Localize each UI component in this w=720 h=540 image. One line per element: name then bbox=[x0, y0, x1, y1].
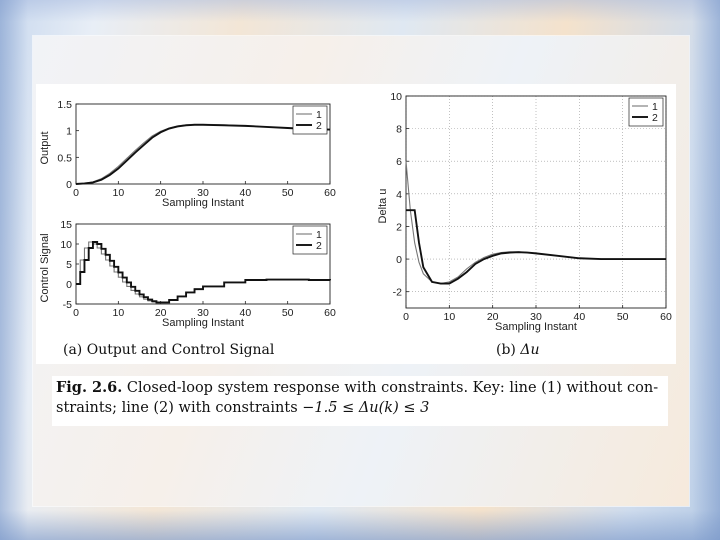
series-line-1 bbox=[75, 123, 331, 185]
y-tick-label: 2 bbox=[396, 221, 402, 233]
y-tick-label: 15 bbox=[60, 219, 72, 231]
y-tick-label: 6 bbox=[396, 156, 402, 168]
x-tick-label: 60 bbox=[324, 307, 336, 319]
subfigure-label-a: (a) Output and Control Signal bbox=[63, 342, 275, 358]
output-chart: 0 10 20 30 40 50 60 0 0.5 1 1.5 Sampling Instant Out… bbox=[39, 99, 336, 209]
caption-math: −1.5 ≤ Δu(k) ≤ 3 bbox=[302, 400, 430, 416]
x-tick-label: 60 bbox=[324, 187, 336, 199]
x-tick-label: 10 bbox=[112, 187, 124, 199]
y-tick-label: 5 bbox=[66, 259, 72, 271]
x-tick-label: 10 bbox=[443, 311, 455, 323]
y-tick-label: -2 bbox=[393, 287, 402, 299]
x-tick-label: 30 bbox=[197, 307, 209, 319]
caption-line-1: Closed-loop system response with constra… bbox=[122, 380, 659, 396]
x-tick-label: 40 bbox=[573, 311, 585, 323]
x-tick-label: 30 bbox=[197, 187, 209, 199]
x-tick-label: 0 bbox=[73, 307, 79, 319]
x-tick-label: 30 bbox=[530, 311, 542, 323]
x-tick-label: 50 bbox=[617, 311, 629, 323]
legend-label-1: 1 bbox=[316, 229, 322, 241]
y-tick-label: 0.5 bbox=[57, 152, 72, 164]
x-axis-label: Sampling Instant bbox=[162, 197, 244, 209]
legend-label-2: 2 bbox=[316, 240, 322, 252]
x-tick-label: 60 bbox=[660, 311, 672, 323]
subfigure-label-b: (b) Δu bbox=[496, 342, 539, 358]
x-tick-label: 40 bbox=[239, 307, 251, 319]
x-tick-label: 20 bbox=[155, 307, 167, 319]
y-axis-label: Output bbox=[39, 131, 51, 164]
x-tick-label: 20 bbox=[487, 311, 499, 323]
x-tick-label: 0 bbox=[403, 311, 409, 323]
y-tick-label: 4 bbox=[396, 189, 402, 201]
legend-box bbox=[292, 105, 328, 135]
x-axis-label: Sampling Instant bbox=[162, 317, 244, 329]
y-tick-label: 1 bbox=[66, 126, 72, 138]
x-tick-label: 50 bbox=[282, 307, 294, 319]
caption-line-2: straints; line (2) with constraints bbox=[56, 400, 303, 416]
y-tick-label: -5 bbox=[63, 299, 72, 311]
figure-caption: Fig. 2.6. Closed-loop system response wi… bbox=[52, 376, 668, 426]
x-tick-label: 50 bbox=[282, 187, 294, 199]
legend-label-1: 1 bbox=[316, 109, 322, 121]
legend-label-2: 2 bbox=[316, 120, 322, 132]
series-line-2 bbox=[406, 209, 666, 285]
y-tick-label: 8 bbox=[396, 124, 402, 136]
x-tick-label: 0 bbox=[73, 187, 79, 199]
legend-label-2: 2 bbox=[652, 112, 658, 124]
x-axis-label: Sampling Instant bbox=[495, 321, 577, 333]
series-line-1 bbox=[76, 241, 331, 303]
x-tick-label: 10 bbox=[112, 307, 124, 319]
y-tick-label: 10 bbox=[390, 91, 402, 103]
y-tick-label: 10 bbox=[60, 239, 72, 251]
x-tick-label: 40 bbox=[239, 187, 251, 199]
caption-label: Fig. 2.6. bbox=[56, 379, 123, 396]
series-line-2 bbox=[75, 123, 331, 185]
y-axis-label: Control Signal bbox=[39, 233, 51, 302]
legend-box bbox=[292, 225, 328, 255]
y-axis-label: Delta u bbox=[377, 189, 389, 224]
y-tick-label: 0 bbox=[66, 179, 72, 191]
legend-box bbox=[628, 97, 664, 127]
x-tick-label: 20 bbox=[155, 187, 167, 199]
y-tick-label: 0 bbox=[396, 254, 402, 266]
legend-label-1: 1 bbox=[652, 101, 658, 113]
y-tick-label: 1.5 bbox=[57, 99, 72, 111]
figure-image: 0 10 20 30 40 50 60 0 0.5 1 1.5 Sampling Instant Out… bbox=[36, 84, 676, 364]
series-line-2 bbox=[76, 241, 331, 304]
y-tick-label: 0 bbox=[66, 279, 72, 291]
